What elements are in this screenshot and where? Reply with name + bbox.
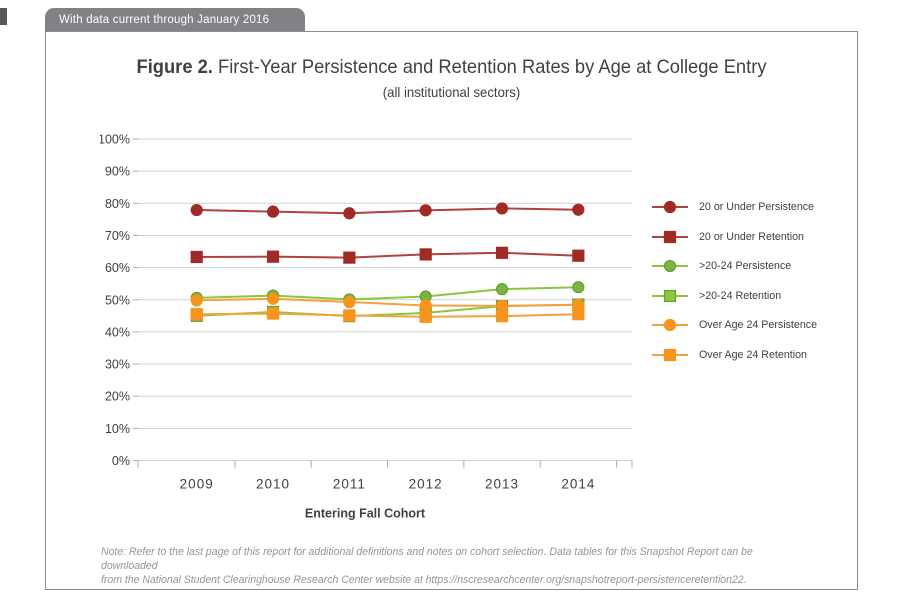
data-point [495, 310, 509, 323]
data-point [572, 308, 585, 321]
data-point [419, 204, 432, 217]
y-tick-label: 0% [112, 454, 130, 468]
legend-marker-icon [652, 200, 688, 214]
legend-label: >20-24 Retention [699, 289, 782, 302]
data-point [343, 295, 356, 309]
y-tick-label: 20% [105, 390, 130, 404]
x-tick-label: 2009 [180, 477, 214, 492]
y-tick-label: 100% [100, 133, 130, 147]
x-tick-label: 2013 [485, 477, 519, 492]
y-tick-label: 70% [105, 229, 130, 243]
figure-title-text: First-Year Persistence and Retention Rat… [212, 56, 767, 78]
series-line-2 [196, 286, 579, 301]
footnote-line2: from the National Student Clearinghouse … [101, 574, 747, 586]
data-point [495, 283, 509, 296]
page-corner-mark [0, 8, 7, 25]
legend-item-2: >20-24 Persistence [652, 259, 821, 273]
x-tick-label: 2011 [333, 477, 366, 492]
legend-item-3: >20-24 Retention [652, 289, 821, 303]
data-point [343, 251, 356, 264]
data-point [343, 309, 356, 322]
data-point [495, 299, 509, 312]
data-currency-banner: With data current through January 2016 [45, 8, 305, 32]
figure-number: Figure 2. [136, 56, 213, 78]
y-tick-label: 10% [105, 422, 130, 436]
y-tick-label: 60% [105, 261, 130, 275]
y-tick-label: 40% [105, 325, 130, 339]
legend-marker-icon [652, 348, 688, 361]
data-point [266, 205, 280, 218]
data-point [419, 248, 432, 261]
legend-item-5: Over Age 24 Retention [652, 348, 821, 362]
data-point [266, 292, 280, 305]
legend-item-1: 20 or Under Retention [652, 230, 821, 244]
legend-label: Over Age 24 Retention [699, 348, 807, 361]
x-tick-label: 2012 [409, 477, 443, 492]
series-line-4 [196, 297, 579, 307]
legend-marker-icon [652, 318, 688, 332]
legend-marker-icon [652, 289, 688, 302]
figure-subtitle: (all institutional sectors) [382, 84, 521, 100]
figure-title: Figure 2. First-Year Persistence and Ret… [69, 56, 833, 79]
legend-item-4: Over Age 24 Persistence [652, 318, 821, 332]
data-point [572, 249, 585, 262]
data-point [266, 307, 280, 320]
legend-label: 20 or Under Retention [699, 230, 804, 243]
x-tick-label: 2014 [561, 477, 595, 492]
x-tick-label: 2010 [256, 477, 290, 492]
legend-marker-icon [652, 230, 688, 243]
series-line-5 [196, 312, 579, 318]
y-tick-label: 90% [105, 165, 130, 179]
data-point [419, 299, 432, 312]
chart-legend: 20 or Under Persistence 20 or Under Reten… [652, 200, 821, 377]
data-point [572, 203, 585, 216]
data-point [572, 281, 585, 294]
data-point [190, 250, 203, 264]
x-axis-title: Entering Fall Cohort [305, 507, 426, 521]
y-tick-label: 80% [105, 197, 130, 211]
data-point [190, 294, 203, 307]
legend-label: Over Age 24 Persistence [699, 319, 818, 331]
footnote-line1: Note: Refer to the last page of this rep… [101, 546, 753, 572]
data-point [495, 202, 509, 215]
legend-label: 20 or Under Persistence [699, 201, 815, 213]
line-chart: 0% 10% 20% 30% 40% 50% 60% 70% 80% 90% 100% 2009 201… [100, 133, 633, 521]
legend-marker-icon [652, 259, 688, 273]
legend-label: >20-24 Persistence [699, 260, 792, 272]
legend-item-0: 20 or Under Persistence [652, 200, 821, 214]
series-line-1 [196, 251, 579, 259]
footnote: Note: Refer to the last page of this rep… [101, 545, 806, 587]
data-point [190, 308, 203, 321]
data-point [190, 203, 203, 217]
data-point [495, 246, 509, 259]
y-tick-label: 30% [105, 358, 130, 372]
data-point [419, 310, 432, 323]
data-point [266, 250, 280, 263]
series-line-0 [196, 207, 579, 215]
data-point [343, 207, 356, 220]
y-tick-label: 50% [105, 293, 130, 307]
banner-text: With data current through January 2016 [59, 14, 270, 26]
